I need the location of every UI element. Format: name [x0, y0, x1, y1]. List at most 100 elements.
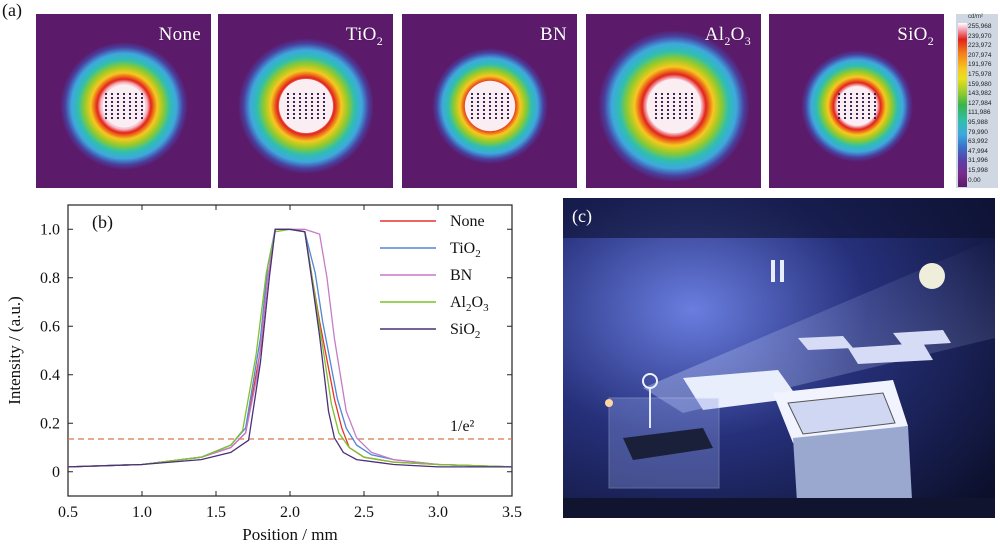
beam-core-dot	[501, 101, 503, 103]
beam-core-dot	[507, 113, 509, 115]
beam-core-dot	[495, 113, 497, 115]
beam-core-dot	[311, 101, 313, 103]
beam-core-dot	[856, 97, 858, 99]
beam-profile-2: BN	[402, 14, 577, 188]
beam-core-dot	[305, 97, 307, 99]
beam-profile-3: Al2O3	[586, 14, 761, 188]
beam-core-dot	[141, 117, 143, 119]
beam-core-dot	[489, 113, 491, 115]
beam-core-dot	[667, 109, 669, 111]
chart-svg: 0.5 1.0 1.5 2.0 2.5 3.0 3.5 0 0.2 0.4 0.6 0.8 1.0 Pos…	[5, 204, 522, 544]
beam-core-dot	[691, 101, 693, 103]
beam-core-dot	[287, 109, 289, 111]
x-tick-label: 1.0	[132, 504, 152, 521]
beam-core-dot	[868, 93, 870, 95]
beam-core-dot	[311, 105, 313, 107]
beam-core-dot	[850, 93, 852, 95]
beam-core-dot	[123, 113, 125, 115]
beam-name-label: SiO2	[897, 24, 934, 48]
legend-label-4: SiO2	[450, 321, 480, 341]
beam-core-dot	[123, 117, 125, 119]
beam-core-dot	[850, 117, 852, 119]
beam-core-dot	[123, 109, 125, 111]
beam-core-dot	[471, 93, 473, 95]
beam-core-dot	[141, 109, 143, 111]
beam-core-dot	[135, 113, 137, 115]
beam-core-dot	[850, 97, 852, 99]
colorbar-tick-label: 47,994	[968, 147, 988, 155]
x-tick-label: 2.0	[280, 504, 300, 521]
x-tick-label: 3.0	[428, 504, 448, 521]
beam-core-dot	[293, 117, 295, 119]
beam-core-dot	[483, 101, 485, 103]
series-line-1	[67, 228, 513, 468]
beam-core-dot	[844, 101, 846, 103]
beam-core-dot	[856, 113, 858, 115]
colorbar: cd/m² 255,968 239,970 223,972 207,974 191,97…	[956, 14, 998, 188]
y-tick-label: 1.0	[40, 221, 60, 238]
beam-core-dot	[661, 105, 663, 107]
legend-label-3: Al2O3	[450, 294, 489, 314]
beam-core-dot	[655, 113, 657, 115]
beam-core-dot	[471, 105, 473, 107]
beam-core-dot	[679, 97, 681, 99]
y-tick-label: 0.2	[40, 415, 60, 432]
beam-core-dot	[317, 113, 319, 115]
beam-core-dot	[862, 101, 864, 103]
beam-core-dot	[111, 101, 113, 103]
beam-core-dot	[129, 93, 131, 95]
beam-name-label: BN	[540, 24, 567, 45]
beam-core-dot	[691, 113, 693, 115]
beam-core-dot	[317, 109, 319, 111]
beam-core-dot	[501, 93, 503, 95]
beam-core-dot	[507, 93, 509, 95]
beam-core-dot	[117, 105, 119, 107]
beam-core-dot	[105, 97, 107, 99]
beam-core-dot	[141, 101, 143, 103]
beam-core-dot	[305, 113, 307, 115]
beam-core-dot	[299, 101, 301, 103]
beam-core-dot	[135, 109, 137, 111]
x-tick-label: 0.5	[58, 504, 78, 521]
beam-core-dot	[667, 105, 669, 107]
colorbar-tick-label: 255,968	[968, 23, 992, 30]
panel-c-label: (c)	[572, 206, 592, 226]
beam-core-dot	[655, 109, 657, 111]
y-tick-label: 0.8	[40, 270, 60, 287]
beam-core-dot	[483, 113, 485, 115]
beam-core-dot	[655, 93, 657, 95]
colorbar-tick-label: 63,992	[968, 138, 988, 146]
beam-core-dot	[655, 101, 657, 103]
beam-core-dot	[111, 117, 113, 119]
beam-core-dot	[844, 93, 846, 95]
x-tick-label: 2.5	[354, 504, 374, 521]
beam-core-dot	[317, 97, 319, 99]
colorbar-tick-label: 159,980	[968, 80, 992, 88]
beam-core-dot	[305, 109, 307, 111]
beam-core-dot	[287, 117, 289, 119]
beam-profile-1: TiO2	[218, 14, 393, 188]
beam-core-dot	[305, 101, 307, 103]
beam-core-dot	[141, 105, 143, 107]
beam-core-dot	[655, 97, 657, 99]
beam-core-dot	[305, 93, 307, 95]
x-tick-label: 1.5	[206, 504, 226, 521]
beam-core-dot	[323, 97, 325, 99]
beam-core-dot	[685, 93, 687, 95]
beam-core-dot	[471, 109, 473, 111]
beam-core-dot	[507, 109, 509, 111]
colorbar-tick-label: 95,988	[968, 119, 988, 126]
beam-core-dot	[305, 105, 307, 107]
beam-core-dot	[856, 117, 858, 119]
experiment-photo	[563, 198, 995, 518]
beam-core-dot	[323, 101, 325, 103]
beam-core-dot	[868, 117, 870, 119]
beam-core-dot	[489, 117, 491, 119]
beam-core-dot	[483, 105, 485, 107]
beam-core-dot	[305, 117, 307, 119]
series-line-2	[67, 228, 513, 468]
beam-core-dot	[856, 93, 858, 95]
beam-core-dot	[501, 97, 503, 99]
beam-core-dot	[293, 113, 295, 115]
beam-core-dot	[838, 93, 840, 95]
